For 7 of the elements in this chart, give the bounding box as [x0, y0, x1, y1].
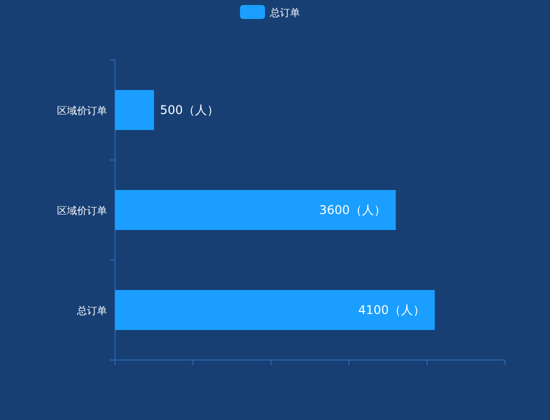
y-tick-label: 区域价订单	[57, 105, 107, 117]
data-label: 3600（人）	[319, 203, 386, 217]
legend-label: 总订单	[269, 7, 300, 19]
data-label: 4100（人）	[358, 303, 425, 317]
y-tick-label: 总订单	[76, 305, 107, 317]
y-tick-label: 区域价订单	[57, 205, 107, 217]
data-label: 500（人）	[160, 103, 219, 117]
